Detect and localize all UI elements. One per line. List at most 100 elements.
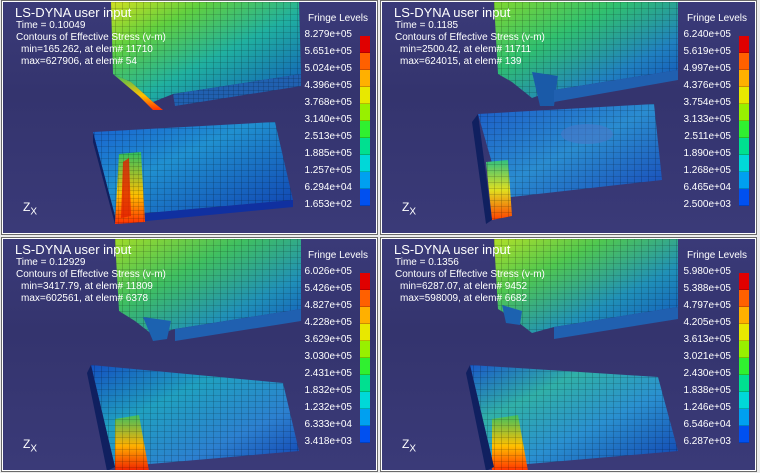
app-title: LS-DYNA user input — [15, 5, 132, 20]
colorbar-segment — [739, 36, 749, 53]
colorbar — [739, 36, 749, 206]
fringe-legend: Fringe Levels 5.980e+05 5.388e+05 4.797e+0… — [659, 239, 755, 470]
viewport-panel-3[interactable]: LS-DYNA user input Time = 0.12929 Contou… — [1, 237, 378, 472]
colorbar-segment — [360, 324, 370, 341]
viewport-panel-2[interactable]: LS-DYNA user input Time = 0.1185 Contour… — [380, 0, 757, 235]
colorbar-segment — [360, 375, 370, 392]
colorbar-segment — [360, 155, 370, 172]
colorbar-segment — [739, 358, 749, 375]
min-readout: min=2500.42, at elem# 11711 — [400, 44, 532, 55]
fringe-level-value: 1.268e+05 — [683, 165, 731, 176]
fringe-level-value: 6.294e+04 — [304, 182, 352, 193]
viewport-panel-1[interactable]: LS-DYNA user input Time = 0.10049 Contou… — [1, 0, 378, 235]
fringe-level-value: 2.431e+05 — [304, 368, 352, 379]
colorbar-segment — [360, 172, 370, 189]
fe-mesh-scene — [93, 2, 301, 224]
colorbar-segment — [739, 70, 749, 87]
axis-x-label: X — [409, 443, 417, 454]
colorbar-segment — [739, 341, 749, 358]
max-readout: max=624015, at elem# 139 — [400, 56, 522, 67]
fringe-level-value: 5.426e+05 — [304, 283, 352, 294]
axis-z-label: Z — [23, 199, 31, 214]
time-readout: Time = 0.12929 — [16, 257, 86, 268]
fringe-level-value: 6.546e+04 — [683, 419, 731, 430]
fringe-level-value: 4.827e+05 — [304, 300, 352, 311]
colorbar-segment — [360, 307, 370, 324]
fringe-level-value: 4.228e+05 — [304, 317, 352, 328]
colorbar-segment — [360, 273, 370, 290]
colorbar-segment — [739, 138, 749, 155]
axis-triad: ZX — [23, 437, 37, 454]
fringe-level-value: 2.500e+03 — [683, 199, 731, 210]
axis-x-label: X — [30, 443, 38, 454]
fringe-level-value: 4.396e+05 — [304, 80, 352, 91]
time-readout: Time = 0.10049 — [16, 20, 86, 31]
max-readout: max=602561, at elem# 6378 — [21, 293, 149, 304]
time-readout: Time = 0.1356 — [395, 257, 459, 268]
fringe-level-value: 4.205e+05 — [683, 317, 731, 328]
colorbar-segment — [360, 70, 370, 87]
colorbar-segment — [739, 375, 749, 392]
colorbar-segment — [739, 189, 749, 206]
fringe-level-value: 6.287e+03 — [683, 436, 731, 447]
fringe-level-value: 1.232e+05 — [304, 402, 352, 413]
fringe-level-value: 3.768e+05 — [304, 97, 352, 108]
colorbar-segment — [360, 409, 370, 426]
fringe-level-value: 4.997e+05 — [683, 63, 731, 74]
app-title: LS-DYNA user input — [15, 242, 132, 257]
colorbar-segment — [739, 53, 749, 70]
min-readout: min=165.262, at elem# 11710 — [21, 44, 153, 55]
panel-header: LS-DYNA user input Time = 0.1356 Contour… — [394, 242, 545, 305]
viewport-panel-4[interactable]: LS-DYNA user input Time = 0.1356 Contour… — [380, 237, 757, 472]
axis-triad: ZX — [402, 200, 416, 217]
fringe-level-value: 5.024e+05 — [304, 63, 352, 74]
max-readout: max=627906, at elem# 54 — [21, 56, 137, 67]
colorbar-segment — [739, 409, 749, 426]
fringe-level-value: 4.797e+05 — [683, 300, 731, 311]
fe-mesh-scene — [466, 239, 678, 470]
fringe-levels-label: Fringe Levels — [307, 250, 368, 261]
axis-z-label: Z — [402, 199, 410, 214]
fringe-level-value: 3.613e+05 — [683, 334, 731, 345]
colorbar-segment — [739, 172, 749, 189]
colorbar-segment — [739, 426, 749, 443]
colorbar-segment — [360, 104, 370, 121]
colorbar-segment — [360, 36, 370, 53]
colorbar — [739, 273, 749, 443]
fringe-level-value: 1.832e+05 — [304, 385, 352, 396]
fringe-level-value: 2.513e+05 — [304, 131, 352, 142]
fringe-level-value: 1.838e+05 — [683, 385, 731, 396]
colorbar-segment — [360, 341, 370, 358]
axis-triad: ZX — [402, 437, 416, 454]
colorbar-segment — [739, 273, 749, 290]
contour-title: Contours of Effective Stress (v-m) — [16, 32, 166, 43]
colorbar-segment — [739, 121, 749, 138]
colorbar — [360, 273, 370, 443]
colorbar-segment — [739, 155, 749, 172]
fringe-level-value: 6.465e+04 — [683, 182, 731, 193]
fringe-level-value: 1.257e+05 — [304, 165, 352, 176]
fringe-level-value: 1.246e+05 — [683, 402, 731, 413]
fringe-level-value: 3.133e+05 — [683, 114, 731, 125]
colorbar — [360, 36, 370, 206]
axis-z-label: Z — [402, 436, 410, 451]
colorbar-segment — [360, 189, 370, 206]
colorbar-segment — [739, 104, 749, 121]
fringe-legend: Fringe Levels 6.240e+05 5.619e+05 4.997e+0… — [659, 2, 755, 233]
colorbar-segment — [360, 392, 370, 409]
fringe-level-value: 3.754e+05 — [683, 97, 731, 108]
colorbar-segment — [360, 87, 370, 104]
fringe-level-value: 5.980e+05 — [683, 266, 731, 277]
max-readout: max=598009, at elem# 6682 — [400, 293, 528, 304]
fringe-level-value: 6.240e+05 — [683, 29, 731, 40]
fringe-level-value: 3.629e+05 — [304, 334, 352, 345]
fringe-level-value: 5.619e+05 — [683, 46, 731, 57]
fringe-level-value: 1.653e+02 — [304, 199, 352, 210]
colorbar-segment — [360, 121, 370, 138]
panel-header: LS-DYNA user input Time = 0.12929 Contou… — [15, 242, 166, 305]
fringe-levels-label: Fringe Levels — [686, 13, 747, 24]
contour-title: Contours of Effective Stress (v-m) — [395, 269, 545, 280]
fringe-level-value: 4.376e+05 — [683, 80, 731, 91]
min-readout: min=6287.07, at elem# 9452 — [400, 281, 528, 292]
fringe-level-value: 2.511e+05 — [684, 131, 731, 142]
